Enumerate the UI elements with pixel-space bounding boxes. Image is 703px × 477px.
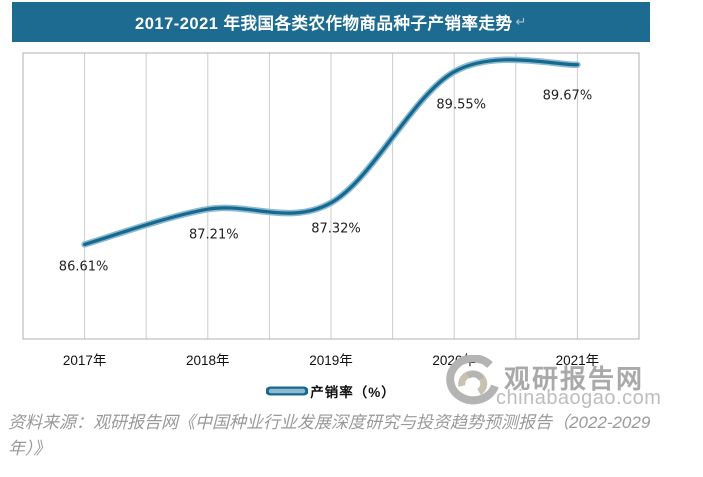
chart-title-bar: 2017-2021 年我国各类农作物商品种子产销率走势 ↵: [12, 2, 650, 42]
data-label: 87.32%: [311, 221, 361, 237]
legend: 产销率（%）: [23, 381, 639, 401]
watermark-swirl-icon: [446, 355, 499, 405]
data-label: 86.61%: [58, 259, 109, 275]
x-axis-label: 2021年: [555, 353, 600, 368]
data-label: 89.67%: [542, 88, 593, 104]
vertical-gridlines: [84, 53, 578, 339]
data-label: 89.55%: [436, 97, 486, 113]
data-label: 87.21%: [189, 227, 239, 243]
x-axis-label: 2018年: [186, 353, 230, 368]
x-axis-label: 2019年: [309, 353, 353, 368]
legend-line-icon: [266, 386, 309, 396]
watermark: 观研报告网 chinabaogao.com: [438, 353, 688, 411]
source-note: 资料来源：观研报告网《中国种业行业发展深度研究与投资趋势预测报告（2022-20…: [8, 413, 651, 458]
watermark-domain: chinabaogao.com: [496, 387, 662, 409]
chart-title: 2017-2021 年我国各类农作物商品种子产销率走势: [135, 15, 513, 33]
x-axis-label: 2017年: [62, 353, 107, 368]
legend-label: 产销率（%）: [310, 385, 396, 400]
return-mark-icon: ↵: [515, 14, 527, 29]
trend-line: [83, 58, 579, 246]
watermark-brand: 观研报告网: [504, 364, 645, 394]
plot-area-border: [22, 52, 640, 340]
